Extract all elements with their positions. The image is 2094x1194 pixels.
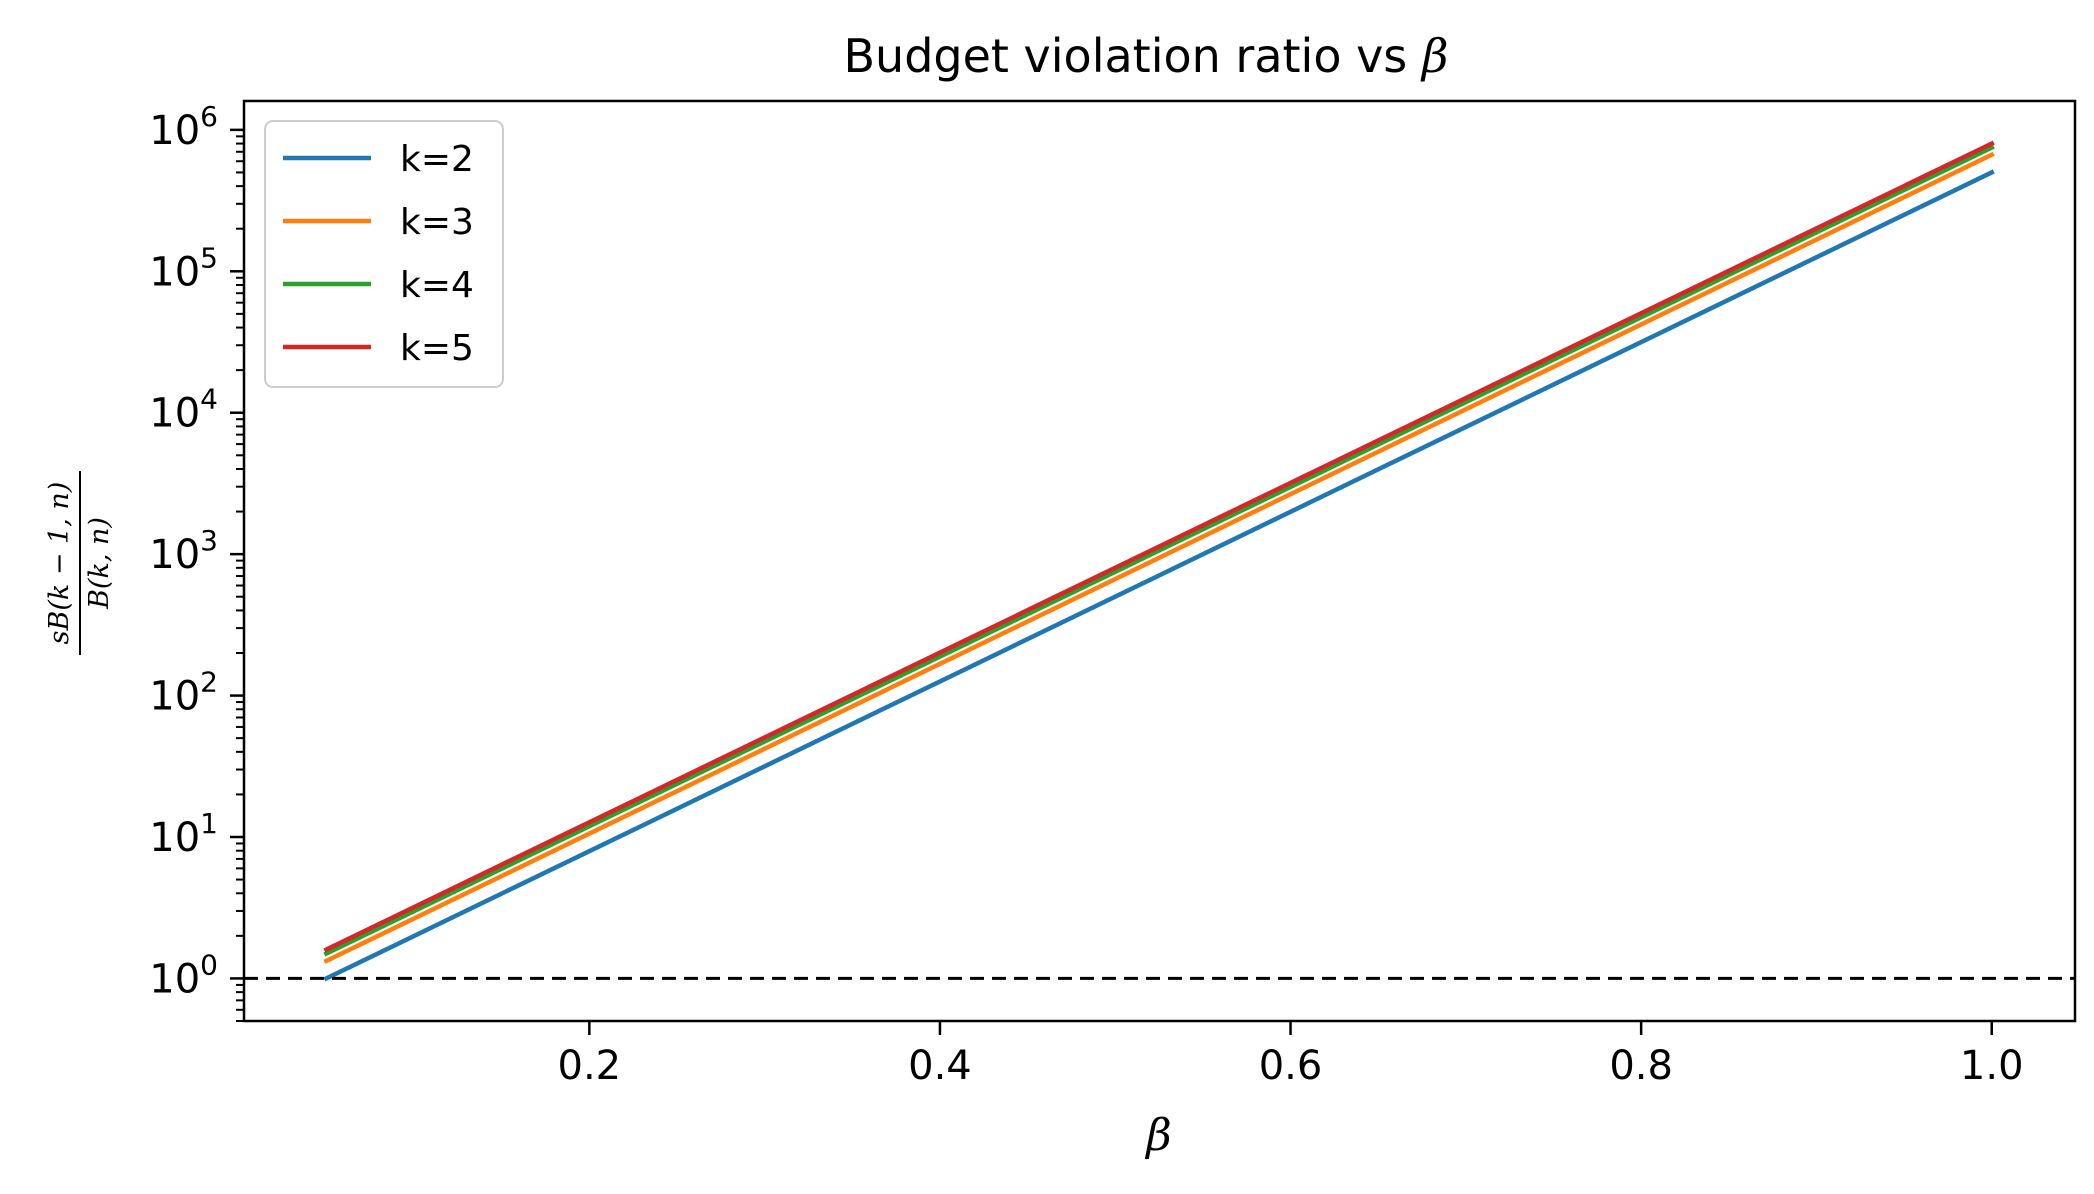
legend-label: k=5 — [400, 328, 474, 369]
series-line-k-4 — [323, 144, 1995, 957]
series-lines — [323, 140, 1995, 982]
series-line-k-2 — [323, 169, 1995, 982]
y-axis-label-denominator: B(k, n) — [84, 517, 115, 610]
y-tick-label: 102 — [149, 666, 218, 720]
y-axis-label: sB(k − 1, n) B(k, n) — [44, 471, 115, 655]
legend-label: k=4 — [400, 265, 474, 306]
series-line-k-5 — [323, 140, 1995, 953]
y-minor-ticks — [236, 135, 244, 1022]
plot-frame — [242, 99, 2077, 1023]
x-axis-label: β — [1144, 1110, 1171, 1161]
y-tick-label: 103 — [149, 524, 218, 578]
y-axis-label-numerator: sB(k − 1, n) — [44, 482, 75, 645]
x-tick-label: 0.6 — [1259, 1043, 1323, 1089]
y-axis: 100 101 102 103 104 105 106 — [149, 100, 244, 1002]
x-tick-label: 0.8 — [1609, 1043, 1673, 1089]
legend: k=2 k=3 k=4 k=5 — [264, 120, 504, 388]
y-tick-label: 105 — [149, 241, 218, 295]
legend-label: k=2 — [400, 139, 474, 180]
y-tick-label: 106 — [149, 100, 218, 154]
series-line-k-3 — [323, 151, 1995, 964]
x-tick-label: 0.2 — [558, 1043, 622, 1089]
x-axis: 0.2 0.4 0.6 0.8 1.0 — [558, 1021, 2024, 1089]
chart-title: Budget violation ratio vs β — [843, 29, 1448, 83]
legend-label: k=3 — [400, 202, 474, 243]
y-tick-label: 104 — [149, 383, 218, 437]
y-tick-label: 101 — [149, 807, 218, 861]
x-tick-label: 0.4 — [908, 1043, 972, 1089]
legend-box — [264, 120, 504, 388]
y-tick-label: 100 — [149, 948, 218, 1002]
x-tick-label: 1.0 — [1960, 1043, 2024, 1089]
